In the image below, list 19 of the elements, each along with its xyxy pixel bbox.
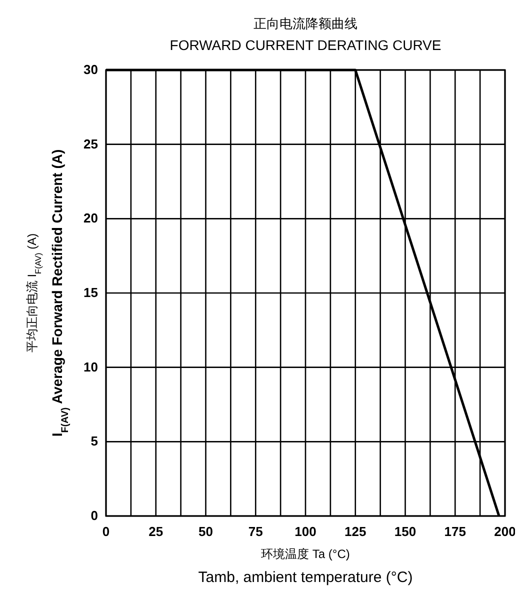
x-tick-label: 50 xyxy=(198,524,213,539)
y-tick-label: 0 xyxy=(90,508,98,523)
x-tick-label: 100 xyxy=(294,524,316,539)
chart-title: 正向电流降额曲线 xyxy=(254,16,358,31)
x-tick-label: 150 xyxy=(394,524,416,539)
y-tick-label: 25 xyxy=(84,136,98,152)
x-tick-label: 200 xyxy=(494,524,516,539)
x-tick-label: 175 xyxy=(444,524,466,539)
y-tick-label: 5 xyxy=(90,434,98,449)
y-tick-label: 30 xyxy=(84,62,98,77)
x-tick-label: 125 xyxy=(344,524,366,539)
x-tick-label: 25 xyxy=(148,524,164,539)
x-tick-label: 75 xyxy=(248,524,263,539)
y-tick-label: 10 xyxy=(84,359,98,374)
y-tick-label: 20 xyxy=(84,210,98,226)
x-axis-title: 环境温度 Ta (°C) Tamb, ambient temperature (°C) xyxy=(198,547,413,586)
x-tick-label: 0 xyxy=(102,524,110,539)
chart-subtitle: FORWARD CURRENT DERATING CURVE xyxy=(170,37,442,53)
y-tick-label: 15 xyxy=(84,285,98,300)
